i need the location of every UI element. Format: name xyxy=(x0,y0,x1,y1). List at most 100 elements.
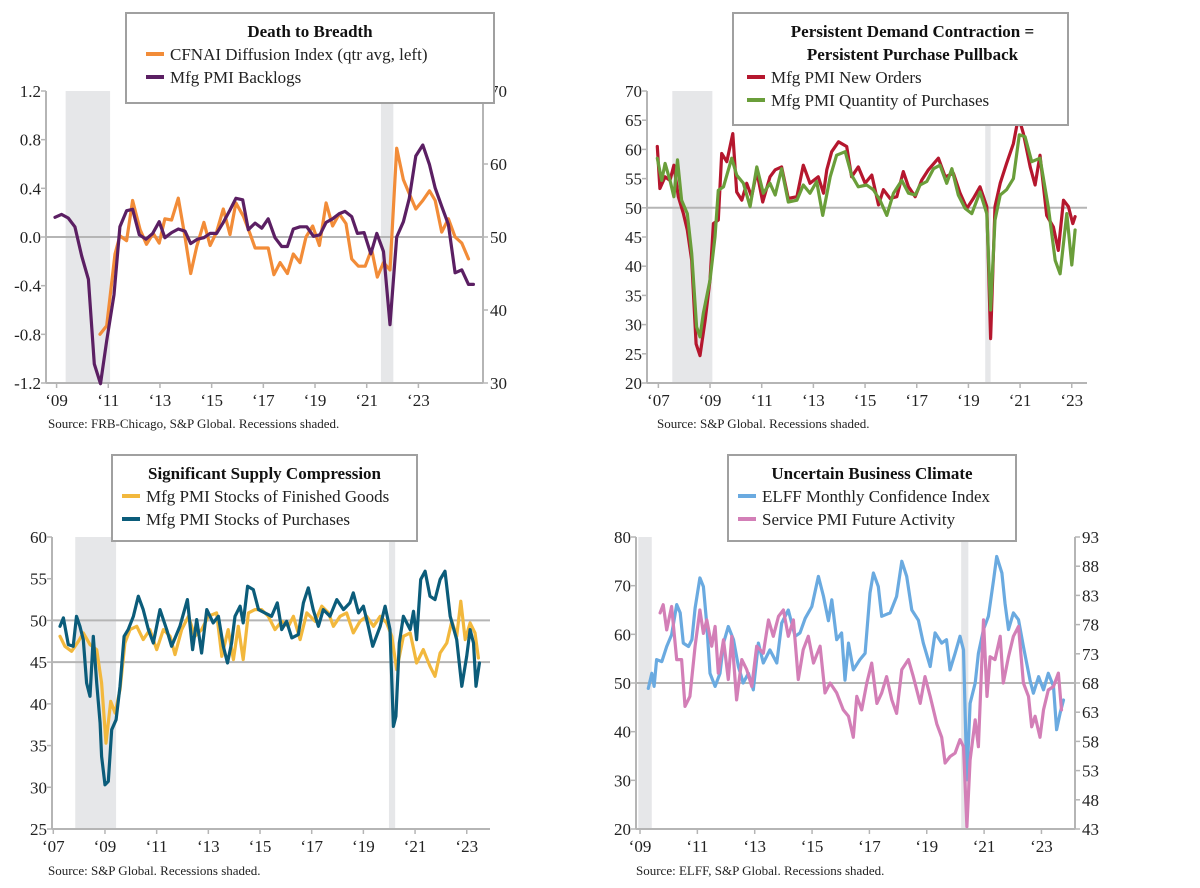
legend-label: Service PMI Future Activity xyxy=(762,510,956,529)
y-tick-label-left: 40 xyxy=(625,257,642,276)
y-tick-label-left: 25 xyxy=(625,345,642,364)
y-tick-label-left: 60 xyxy=(614,625,631,644)
x-tick-label: ‘13 xyxy=(743,837,766,856)
legend: Persistent Demand Contraction = Persisten… xyxy=(732,12,1069,126)
legend-box xyxy=(111,454,418,542)
y-tick-label-right: 58 xyxy=(1082,732,1099,751)
y-tick-label-left: 50 xyxy=(614,674,631,693)
x-tick-label: ‘13 xyxy=(149,391,172,410)
y-tick-label-right: 50 xyxy=(490,228,507,247)
x-tick-label: ‘19 xyxy=(352,837,375,856)
legend: Significant Supply Compression Mfg PMI St… xyxy=(111,454,418,542)
x-tick-label: ‘13 xyxy=(802,391,825,410)
x-tick-label: ‘15 xyxy=(854,391,877,410)
y-tick-label-left: 25 xyxy=(30,820,47,839)
y-tick-label-right: 83 xyxy=(1082,586,1099,605)
y-tick-label-left: -1.2 xyxy=(14,374,41,393)
legend-label: Mfg PMI Backlogs xyxy=(170,68,301,87)
y-tick-label-left: -0.8 xyxy=(14,325,41,344)
x-tick-label: ‘23 xyxy=(1030,837,1053,856)
x-tick-label: ‘11 xyxy=(751,391,773,410)
series-line-2 xyxy=(655,133,1077,339)
x-tick-label: ‘17 xyxy=(300,837,323,856)
x-tick-label: ‘21 xyxy=(355,391,378,410)
chart-title: Death to Breadth xyxy=(247,22,373,41)
y-tick-label-right: 63 xyxy=(1082,703,1099,722)
y-tick-label-left: 40 xyxy=(30,695,47,714)
recession-shade xyxy=(672,91,713,383)
y-tick-label-right: 60 xyxy=(490,155,507,174)
chart-panel-4: 80 70 60 50 40 30 20 93 88 83 78 73 68 63 58 53 48 43 ‘09 ‘… xyxy=(614,454,1099,878)
y-tick-label-right: 78 xyxy=(1082,616,1099,635)
y-tick-label-left: 45 xyxy=(625,228,642,247)
source-note: Source: S&P Global. Recessions shaded. xyxy=(48,863,261,878)
x-tick-label: ‘09 xyxy=(94,837,117,856)
x-tick-label: ‘11 xyxy=(686,837,708,856)
y-tick-label-left: 60 xyxy=(625,140,642,159)
y-tick-label-left: 35 xyxy=(625,286,642,305)
legend-box xyxy=(125,12,495,104)
legend-label: Mfg PMI Quantity of Purchases xyxy=(771,91,989,110)
series-line-2 xyxy=(658,603,1064,829)
y-tick-label-left: 30 xyxy=(625,316,642,335)
legend-box xyxy=(727,454,1017,542)
series-line-2 xyxy=(53,143,475,386)
chart-panel-2: 70 65 60 55 50 45 40 35 30 25 20 ‘07 ‘09 ‘11 ‘13 ‘15 ‘17… xyxy=(625,12,1087,431)
chart-title: Persistent Demand Contraction = xyxy=(791,22,1034,41)
x-tick-label: ‘19 xyxy=(915,837,938,856)
y-tick-label-right: 40 xyxy=(490,301,507,320)
x-tick-label: ‘07 xyxy=(42,837,65,856)
x-tick-label: ‘21 xyxy=(404,837,427,856)
x-tick-label: ‘09 xyxy=(699,391,722,410)
legend: Uncertain Business Climate ELFF Monthly C… xyxy=(727,454,1017,542)
series-line-2 xyxy=(58,569,481,787)
legend-label: Mfg PMI New Orders xyxy=(771,68,922,87)
x-tick-label: ‘23 xyxy=(407,391,430,410)
x-tick-label: ‘17 xyxy=(905,391,928,410)
y-tick-label-left: 55 xyxy=(625,170,642,189)
x-tick-label: ‘15 xyxy=(801,837,824,856)
y-tick-label-left: 50 xyxy=(625,199,642,218)
y-tick-label-right: 53 xyxy=(1082,762,1099,781)
source-note: Source: FRB-Chicago, S&P Global. Recessi… xyxy=(48,416,339,431)
x-tick-label: ‘09 xyxy=(45,391,68,410)
series-line-1 xyxy=(646,554,1066,782)
y-tick-label-left: 30 xyxy=(614,771,631,790)
chart-title: Uncertain Business Climate xyxy=(771,464,973,483)
y-tick-label-left: -0.4 xyxy=(14,277,41,296)
chart-panel-3: 60 55 50 45 40 35 30 25‘07 ‘09 ‘11 ‘13 ‘15 ‘17 ‘19 ‘21… xyxy=(30,454,490,878)
x-tick-label: ‘17 xyxy=(858,837,881,856)
y-tick-label-left: 0.0 xyxy=(20,228,41,247)
y-tick-label-left: 40 xyxy=(614,723,631,742)
source-note: Source: ELFF, S&P Global. Recessions sha… xyxy=(636,863,884,878)
x-tick-label: ‘09 xyxy=(629,837,652,856)
series-line-1 xyxy=(655,115,1077,358)
x-tick-label: ‘17 xyxy=(252,391,275,410)
x-tick-label: ‘07 xyxy=(647,391,670,410)
x-tick-label: ‘23 xyxy=(1060,391,1083,410)
y-tick-label-left: 50 xyxy=(30,611,47,630)
y-tick-label-left: 1.2 xyxy=(20,82,41,101)
chart-title: Significant Supply Compression xyxy=(148,464,382,483)
y-tick-label-right: 48 xyxy=(1082,791,1099,810)
y-tick-label-right: 88 xyxy=(1082,557,1099,576)
y-tick-label-right: 73 xyxy=(1082,645,1099,664)
chart-title: Persistent Purchase Pullback xyxy=(807,45,1019,64)
y-tick-label-left: 0.4 xyxy=(20,179,42,198)
y-tick-label-right: 30 xyxy=(490,374,507,393)
y-tick-label-left: 0.8 xyxy=(20,131,41,150)
legend-label: Mfg PMI Stocks of Finished Goods xyxy=(146,487,389,506)
x-tick-label: ‘19 xyxy=(957,391,980,410)
x-tick-label: ‘21 xyxy=(1009,391,1032,410)
x-tick-label: ‘15 xyxy=(200,391,223,410)
y-tick-label-left: 80 xyxy=(614,528,631,547)
legend-label: CFNAI Diffusion Index (qtr avg, left) xyxy=(170,45,427,64)
x-tick-label: ‘11 xyxy=(97,391,119,410)
y-tick-label-left: 65 xyxy=(625,111,642,130)
x-tick-label: ‘19 xyxy=(304,391,327,410)
legend-label: ELFF Monthly Confidence Index xyxy=(762,487,991,506)
legend: Death to Breadth CFNAI Diffusion Index (q… xyxy=(125,12,495,104)
y-tick-label-left: 60 xyxy=(30,528,47,547)
y-tick-label-left: 55 xyxy=(30,570,47,589)
x-tick-label: ‘13 xyxy=(197,837,220,856)
